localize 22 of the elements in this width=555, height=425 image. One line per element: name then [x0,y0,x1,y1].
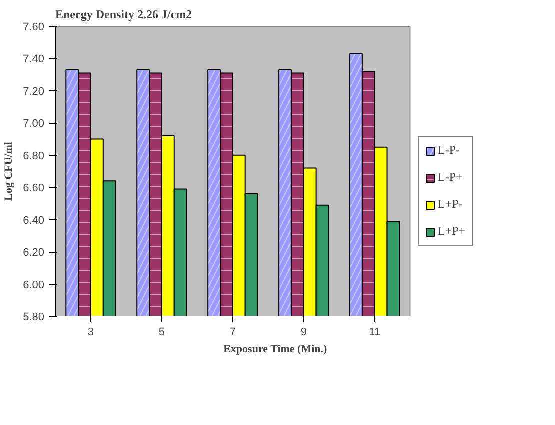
x-tick-label: 5 [158,326,166,338]
y-tick-label: 7.40 [23,54,45,66]
x-axis-title: Exposure Time (Min.) [224,344,328,356]
y-tick-label: 7.20 [23,86,45,98]
legend-label: L-P- [438,143,460,158]
legend-label: L+P+ [438,224,466,239]
y-tick-label: 6.60 [23,182,45,195]
x-tick-label: 3 [88,326,94,338]
legend-label: L+P- [438,197,463,212]
y-tick-label: 6.40 [23,214,45,227]
x-tick-label: 7 [230,326,236,338]
y-tick-label: 6.80 [23,150,45,162]
y-axis-title: Log CFU/ml [3,142,16,201]
x-tick-label: 11 [369,326,381,338]
y-tick-label: 6.00 [23,279,45,292]
legend-label: L-P+ [438,170,463,185]
y-tick-label: 7.60 [23,22,45,34]
chart-title: Energy Density 2.26 J/cm2 [56,8,192,22]
y-tick-label: 6.20 [23,247,45,260]
y-tick-label: 7.00 [23,118,45,130]
x-tick-label: 9 [300,326,307,338]
y-tick-label: 5.80 [23,312,45,324]
